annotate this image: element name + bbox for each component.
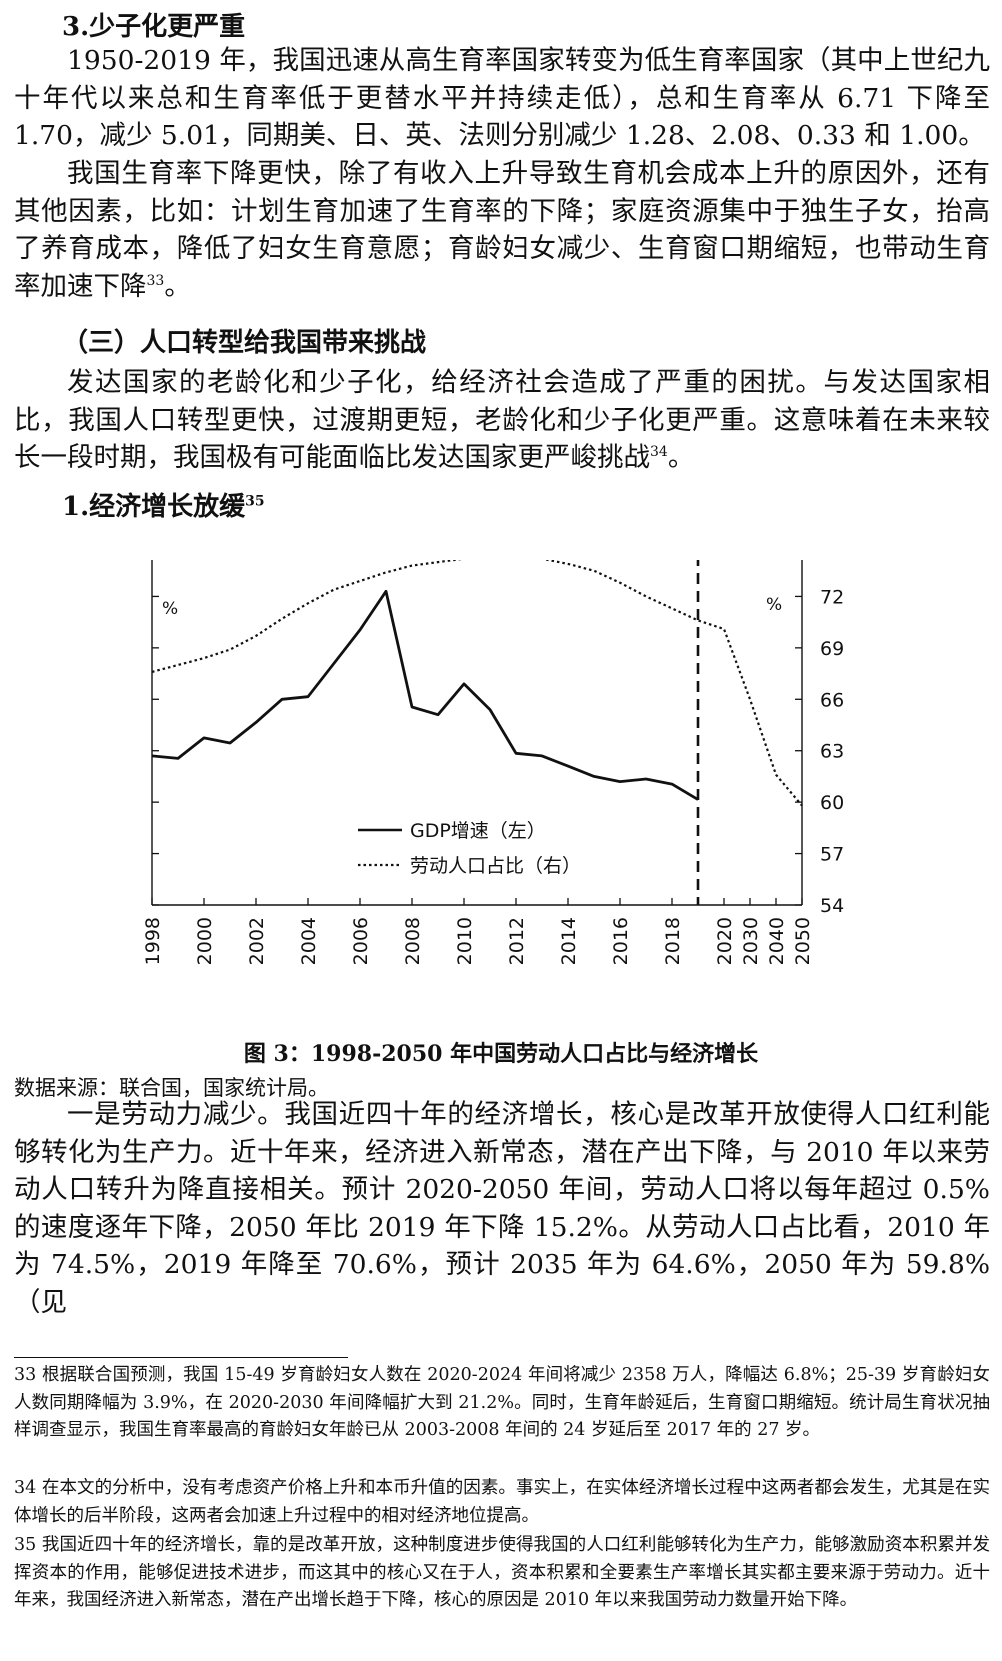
series-gdp-growth — [151, 589, 699, 801]
x-axis-tick-label: 2016 — [610, 917, 632, 965]
right-axis-tick-label: 60 — [820, 792, 844, 814]
x-axis-tick-label: 2018 — [662, 917, 684, 965]
legend: GDP增速（左） 劳动人口占比（右） — [358, 820, 581, 877]
x-axis-tick-label: 2006 — [350, 917, 372, 965]
x-axis-tick-label: 2002 — [246, 917, 268, 965]
footnote-ref-35[interactable]: 35 — [245, 493, 265, 510]
footnote-35: 35 我国近四十年的经济增长，靠的是改革开放，这种制度进步使得我国的人口红利能够… — [14, 1535, 990, 1610]
chart-gdp-labor-share: 246810121416 5457606366697275 1998200020… — [142, 560, 844, 965]
paragraph-fertility-decline: 1950-2019 年，我国迅速从高生育率国家转变为低生育率国家（其中上世纪九十… — [14, 42, 990, 155]
paragraph-text: 我国生育率下降更快，除了有收入上升导致生育机会成本上升的原因外，还有其他因素，比… — [14, 158, 990, 302]
series-labor-share — [151, 560, 803, 807]
x-axis-tick-label: 2004 — [298, 917, 320, 965]
right-axis-tick-label: 72 — [820, 586, 844, 608]
paragraph-labor-decline: 一是劳动力减少。我国近四十年的经济增长，核心是改革开放使得人口红利能够转化为生产… — [14, 1096, 990, 1321]
paragraph-challenges: 发达国家的老龄化和少子化，给经济社会造成了严重的困扰。与发达国家相比，我国人口转… — [14, 367, 990, 473]
figure-caption: 图 3：1998-2050 年中国劳动人口占比与经济增长 — [243, 1041, 759, 1067]
right-axis-tick-label: 63 — [820, 741, 844, 763]
section-heading-growth-slowdown: 1.经济增长放缓35 — [62, 486, 265, 523]
x-axis-tick-label: 1998 — [142, 917, 164, 965]
footnote-34: 34 在本文的分析中，没有考虑资产价格上升和本币升值的因素。事实上，在实体经济增… — [14, 1478, 990, 1526]
section-heading-low-fertility: 3.少子化更严重 — [62, 12, 246, 42]
x-axis-tick-label: 2010 — [454, 917, 476, 965]
x-axis-tick-label: 2050 — [792, 917, 814, 965]
left-axis: 246810121416 — [151, 560, 159, 906]
x-axis: 1998 2000 2002 2004 2006 2008 2010 2012 2014 2016… — [142, 898, 814, 965]
legend-label-gdp: GDP增速（左） — [410, 820, 546, 842]
labor-share-line — [151, 560, 803, 807]
section-heading-challenges: （三）人口转型给我国带来挑战 — [62, 328, 427, 358]
footnote-ref-34[interactable]: 34 — [650, 444, 668, 461]
paragraph-text: 1950-2019 年，我国迅速从高生育率国家转变为低生育率国家（其中上世纪九十… — [14, 45, 990, 151]
legend-label-labor: 劳动人口占比（右） — [410, 855, 581, 877]
heading-text: 1.经济增长放缓 — [62, 492, 246, 522]
right-axis: 5457606366697275 — [795, 560, 844, 917]
figure-source: 数据来源：联合国，国家统计局。 — [14, 1076, 329, 1100]
x-axis-tick-label: 2040 — [766, 917, 788, 965]
paragraph-text: 一是劳动力减少。我国近四十年的经济增长，核心是改革开放使得人口红利能够转化为生产… — [14, 1099, 990, 1318]
paragraph-fertility-reasons: 我国生育率下降更快，除了有收入上升导致生育机会成本上升的原因外，还有其他因素，比… — [14, 158, 990, 302]
right-axis-tick-label: 66 — [820, 689, 844, 711]
x-axis-tick-label: 2012 — [506, 917, 528, 965]
x-axis-tick-label: 2020 — [714, 917, 736, 965]
paragraph-text: 发达国家的老龄化和少子化，给经济社会造成了严重的困扰。与发达国家相比，我国人口转… — [14, 367, 990, 473]
right-axis-tick-label: 69 — [820, 638, 844, 660]
footnote-33: 33 根据联合国预测，我国 15-49 岁育龄妇女人数在 2020-2024 年… — [14, 1365, 990, 1440]
footnote-divider — [14, 1357, 348, 1358]
left-axis-unit: % — [162, 599, 178, 619]
gdp-growth-line — [151, 589, 699, 801]
x-axis-tick-label: 2008 — [402, 917, 424, 965]
footnote-ref-33[interactable]: 33 — [146, 272, 165, 289]
x-axis-tick-label: 2014 — [558, 917, 580, 965]
right-axis-tick-label: 57 — [820, 844, 844, 866]
x-axis-tick-label: 2000 — [194, 917, 216, 965]
x-axis-tick-label: 2030 — [740, 917, 762, 965]
right-axis-unit: % — [766, 595, 782, 615]
right-axis-tick-label: 54 — [820, 895, 844, 917]
